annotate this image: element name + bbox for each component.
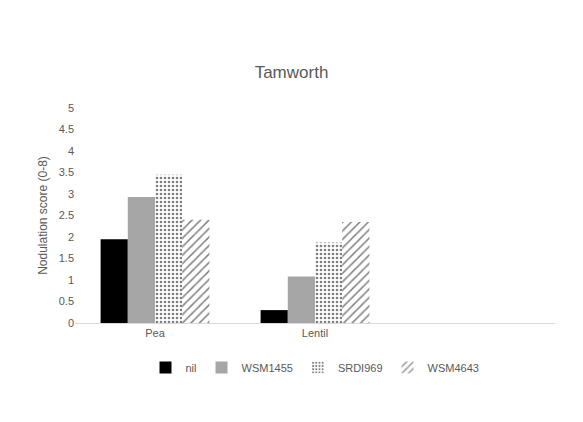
svg-text:2: 2 <box>68 231 74 243</box>
svg-text:Pea: Pea <box>145 327 165 339</box>
svg-text:2.5: 2.5 <box>59 209 74 221</box>
svg-text:Nodulation score (0-8): Nodulation score (0-8) <box>36 156 50 275</box>
svg-text:WSM4643: WSM4643 <box>428 362 479 374</box>
svg-text:WSM1455: WSM1455 <box>242 362 293 374</box>
svg-text:0.5: 0.5 <box>59 295 74 307</box>
svg-text:SRDI969: SRDI969 <box>338 362 383 374</box>
svg-text:4: 4 <box>68 145 74 157</box>
svg-text:5: 5 <box>68 102 74 114</box>
svg-text:nil: nil <box>186 362 197 374</box>
svg-text:1: 1 <box>68 274 74 286</box>
svg-text:Tamworth: Tamworth <box>255 63 329 82</box>
svg-text:4.5: 4.5 <box>59 123 74 135</box>
svg-text:0: 0 <box>68 317 74 329</box>
svg-text:3: 3 <box>68 188 74 200</box>
svg-text:1.5: 1.5 <box>59 252 74 264</box>
svg-text:3.5: 3.5 <box>59 166 74 178</box>
svg-text:Lentil: Lentil <box>302 327 328 339</box>
